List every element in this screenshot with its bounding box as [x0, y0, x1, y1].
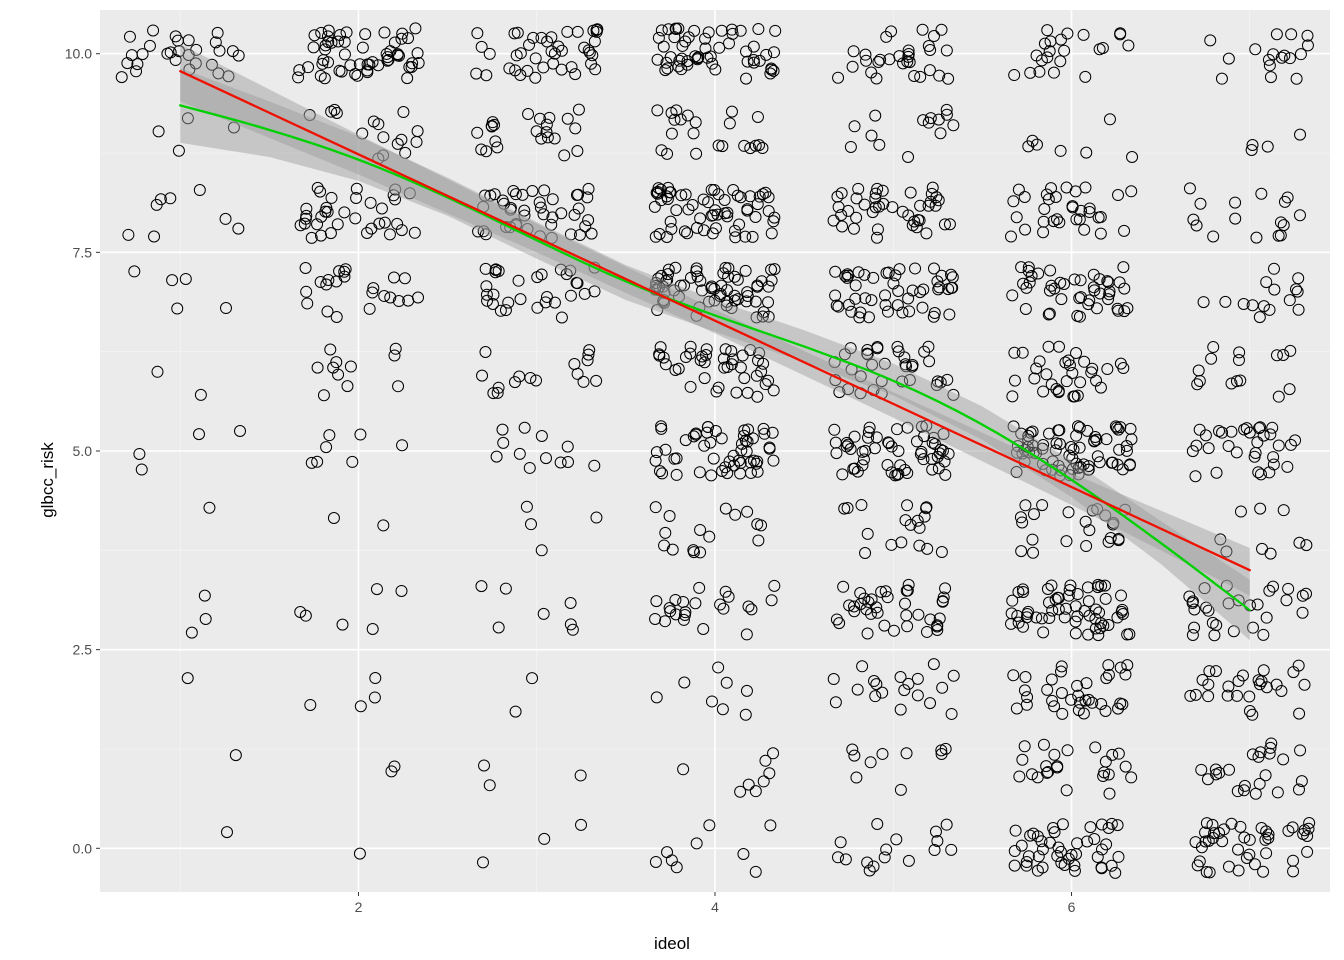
svg-text:0.0: 0.0: [73, 840, 93, 856]
chart-container: glbcc_risk ideol 2 4 6 0.0 2.5 5.0 7.5 10.0: [0, 0, 1344, 960]
x-axis-title: ideol: [654, 934, 690, 954]
y-axis-title: glbcc_risk: [38, 442, 58, 518]
svg-text:2: 2: [355, 899, 363, 915]
svg-text:4: 4: [711, 899, 719, 915]
scatter-plot: 2 4 6 0.0 2.5 5.0 7.5 10.0: [0, 0, 1344, 960]
svg-text:7.5: 7.5: [73, 244, 93, 260]
svg-text:2.5: 2.5: [73, 642, 93, 658]
svg-text:10.0: 10.0: [65, 46, 92, 62]
svg-text:5.0: 5.0: [73, 443, 93, 459]
svg-text:6: 6: [1068, 899, 1076, 915]
